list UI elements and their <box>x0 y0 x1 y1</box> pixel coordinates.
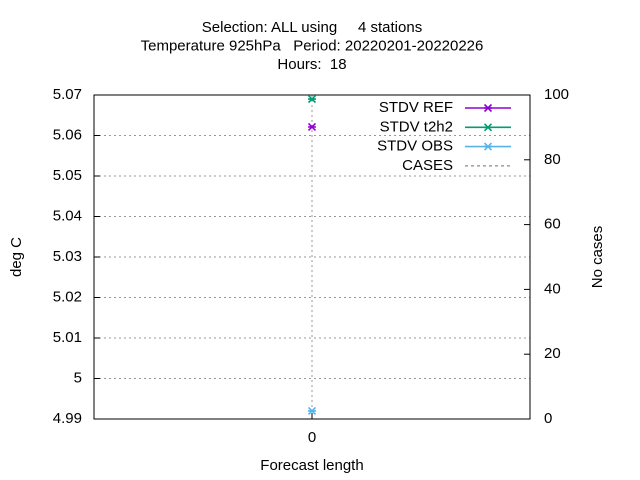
point <box>307 122 317 132</box>
chart-title: Temperature 925hPa Period: 20220201-2022… <box>141 37 484 54</box>
legend-label: STDV t2h2 <box>380 118 453 135</box>
y-axis-label: deg C <box>8 237 25 277</box>
y-tick-label: 5 <box>74 369 82 386</box>
marker-shape <box>307 406 317 415</box>
marker-shape <box>483 142 493 151</box>
plot-frame <box>93 94 531 420</box>
marker-shape <box>483 103 493 113</box>
marker-shape <box>307 122 317 132</box>
legend-marker <box>483 142 493 151</box>
y2-tick-label: 0 <box>544 410 552 427</box>
y-tick-label: 5.05 <box>53 167 82 184</box>
y2-tick-label: 40 <box>544 280 561 297</box>
y2-tick-label: 100 <box>544 86 569 103</box>
legend-marker <box>483 123 493 132</box>
marker-shape <box>307 94 317 104</box>
y2-tick-label: 60 <box>544 216 561 233</box>
y-tick-label: 5.06 <box>53 126 82 143</box>
y2-tick-label: 80 <box>544 151 561 168</box>
point <box>307 406 317 415</box>
y2-tick-label: 20 <box>544 345 561 362</box>
chart-title: Hours: 18 <box>277 56 346 73</box>
point <box>307 94 317 104</box>
legend-label: CASES <box>402 157 453 174</box>
y-tick-label: 5.02 <box>53 288 82 305</box>
x-axis-label: Forecast length <box>260 457 363 474</box>
legend-label: STDV REF <box>379 99 453 116</box>
y-tick-label: 5.07 <box>53 86 82 103</box>
marker-shape <box>483 123 493 132</box>
legend-marker <box>483 103 493 113</box>
legend-label: STDV OBS <box>377 138 453 155</box>
y-tick-label: 4.99 <box>53 410 82 427</box>
chart-title: Selection: ALL using 4 stations <box>202 19 422 36</box>
x-tick-label: 0 <box>308 429 316 446</box>
y2-axis-label: No cases <box>589 226 606 289</box>
y-tick-label: 5.04 <box>53 207 82 224</box>
y-tick-label: 5.03 <box>53 248 82 265</box>
y-tick-label: 5.01 <box>53 329 82 346</box>
